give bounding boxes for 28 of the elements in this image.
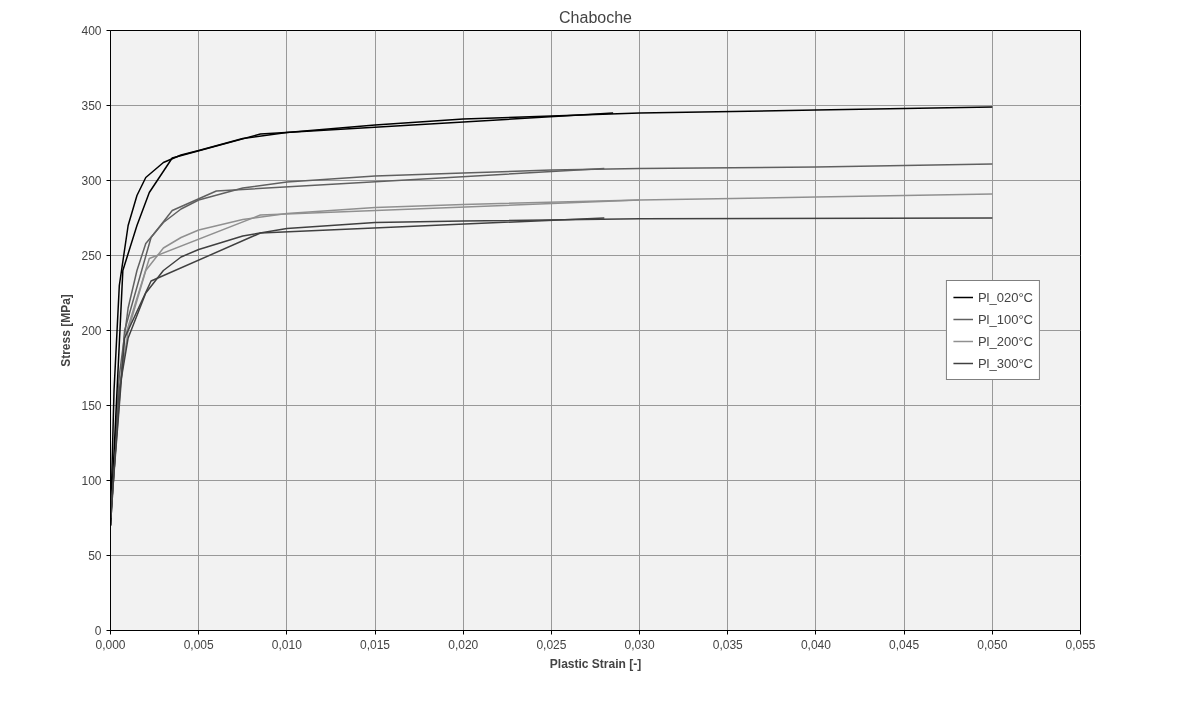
x-axis-title: Plastic Strain [-] [549, 656, 642, 671]
y-tick-label: 300 [81, 174, 102, 188]
y-axis-title: Stress [MPa] [59, 294, 74, 367]
x-tick-label: 0,020 [448, 637, 479, 652]
x-tick-label: 0,035 [712, 637, 744, 652]
y-tick-label: 250 [81, 249, 102, 263]
y-tick-label: 200 [81, 324, 102, 338]
y-tick-label: 0 [94, 624, 102, 638]
y-tick-label: 50 [88, 549, 102, 563]
y-tick-label: 350 [81, 99, 102, 113]
x-tick-label: 0,055 [1065, 637, 1096, 652]
legend-label: Pl_100°C [977, 311, 1033, 327]
legend-label: Pl_300°C [977, 355, 1033, 371]
chart-title: Chaboche [559, 8, 633, 26]
y-tick-label: 100 [81, 474, 102, 488]
x-tick-label: 0,030 [624, 637, 655, 652]
x-tick-label: 0,045 [889, 637, 920, 652]
x-tick-label: 0,005 [183, 637, 215, 652]
x-tick-label: 0,000 [95, 637, 126, 652]
x-tick-label: 0,040 [800, 637, 832, 652]
y-tick-label: 150 [81, 399, 102, 413]
y-tick-label: 400 [81, 24, 102, 38]
x-tick-label: 0,015 [360, 637, 391, 652]
x-tick-label: 0,010 [271, 637, 303, 652]
legend-label: Pl_200°C [977, 333, 1033, 349]
legend-label: Pl_020°C [977, 289, 1033, 305]
x-tick-label: 0,025 [536, 637, 567, 652]
x-tick-label: 0,050 [977, 637, 1008, 652]
